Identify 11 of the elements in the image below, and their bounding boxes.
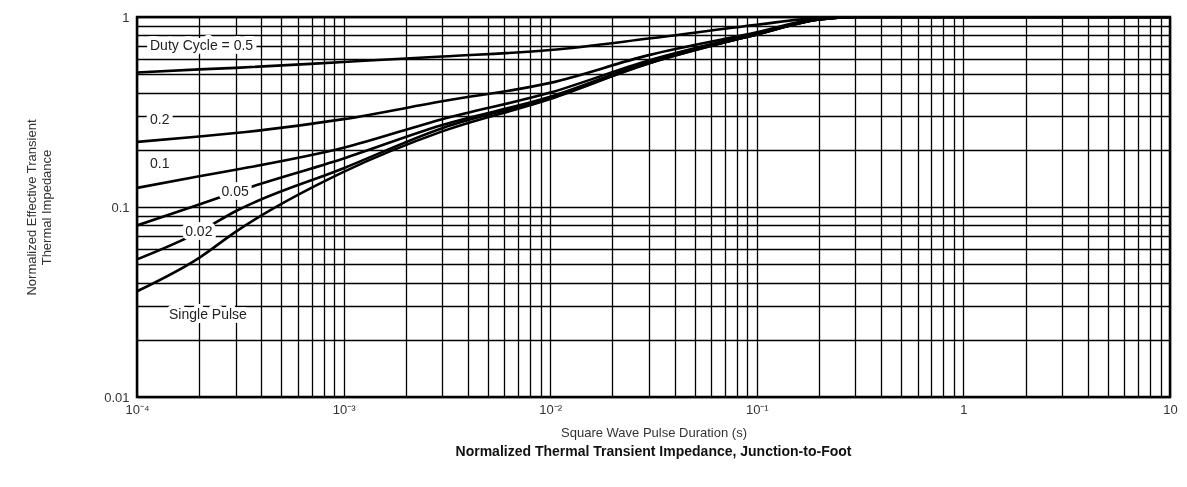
x-axis-title: Square Wave Pulse Duration (s): [561, 424, 747, 440]
x-tick-label: 10⁻²: [539, 401, 563, 417]
text: Normalized Thermal Transient Impedance, Junction-to-Foot: [455, 443, 852, 459]
y-axis-title: Normalized Effective Transient Thermal Impedance: [24, 119, 55, 296]
x-tick-label: 10⁻³: [332, 401, 357, 417]
y-tick-label: 0.1: [111, 199, 130, 215]
x-tick-label: 10: [1163, 401, 1178, 417]
x-tick-label: 10⁻¹: [745, 401, 770, 417]
y-tick-label: 1: [122, 9, 130, 25]
x-tick-label: 1: [960, 401, 968, 417]
series-label: 0.1: [150, 154, 170, 171]
